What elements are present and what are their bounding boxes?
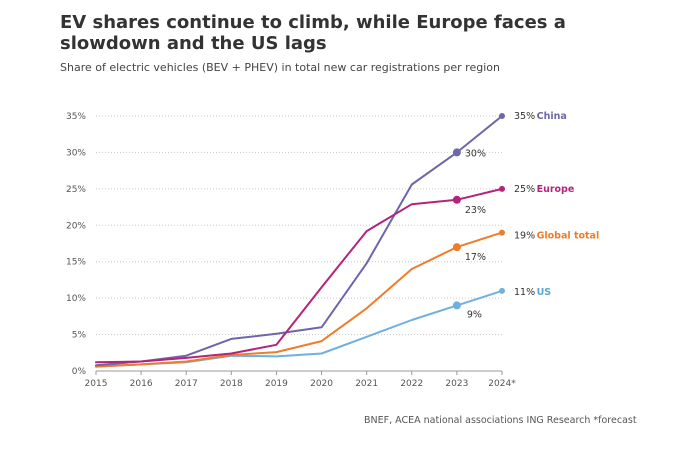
series-line-global-total xyxy=(95,231,503,368)
x-tick-label: 2015 xyxy=(85,379,108,389)
chart-title: EV shares continue to climb, while Europ… xyxy=(60,12,566,54)
series-labels: 30% 23% 17% 9% 35% China 25% Europe 19% Global to… xyxy=(465,111,599,320)
series-lines xyxy=(95,113,505,368)
point-label-global-total: 17% xyxy=(465,252,486,263)
end-value-us: 11% xyxy=(514,287,535,298)
x-tick-label: 2021 xyxy=(355,379,378,389)
x-tick-label: 2023 xyxy=(445,379,468,389)
legend-label-global-total: Global total xyxy=(537,231,600,242)
x-tick-label: 2024* xyxy=(488,379,516,389)
x-tick-label: 2022 xyxy=(400,379,423,389)
y-gridlines xyxy=(95,115,503,375)
end-value-global-total: 19% xyxy=(514,231,535,242)
legend-label-china: China xyxy=(537,111,567,122)
point-2023-china xyxy=(452,148,461,157)
y-tick-label: 0% xyxy=(72,367,87,377)
x-tick-label: 2020 xyxy=(310,379,333,389)
x-tick-label: 2019 xyxy=(265,379,288,389)
series-line-us xyxy=(95,289,503,368)
y-tick-label: 35% xyxy=(66,112,86,122)
x-tick-label: 2016 xyxy=(130,379,153,389)
point-2023-us xyxy=(452,301,461,310)
end-value-china: 35% xyxy=(514,111,535,122)
point-2023-europe xyxy=(452,195,461,204)
y-tick-label: 25% xyxy=(66,185,86,195)
end-value-europe: 25% xyxy=(514,184,535,195)
point-label-us: 9% xyxy=(467,309,482,320)
x-tick-label: 2017 xyxy=(175,379,198,389)
x-tick-labels: 2015 2016 2017 2018 2019 2020 2021 2022 2023 2024… xyxy=(85,379,517,389)
legend-label-europe: Europe xyxy=(537,184,575,195)
point-2024-china xyxy=(499,113,505,119)
x-tick-label: 2018 xyxy=(220,379,243,389)
series-line-china xyxy=(95,115,503,367)
legend-label-us: US xyxy=(537,287,552,298)
y-tick-labels: 0% 5% 10% 15% 20% 25% 30% 35% xyxy=(66,112,86,377)
chart-source: BNEF, ACEA national associations ING Res… xyxy=(364,415,637,426)
y-tick-label: 20% xyxy=(66,221,86,231)
point-label-china: 30% xyxy=(465,148,486,159)
series-line-europe xyxy=(95,187,503,364)
chart-subtitle: Share of electric vehicles (BEV + PHEV) … xyxy=(60,61,500,74)
point-2024-global-total xyxy=(499,229,505,236)
point-2024-europe xyxy=(499,185,505,192)
point-label-europe: 23% xyxy=(465,205,486,216)
point-2023-global-total xyxy=(452,243,461,252)
point-2024-us xyxy=(499,287,505,294)
y-tick-label: 10% xyxy=(66,294,86,304)
y-tick-label: 5% xyxy=(72,331,87,341)
y-tick-label: 15% xyxy=(66,258,86,268)
y-tick-label: 30% xyxy=(66,148,86,158)
